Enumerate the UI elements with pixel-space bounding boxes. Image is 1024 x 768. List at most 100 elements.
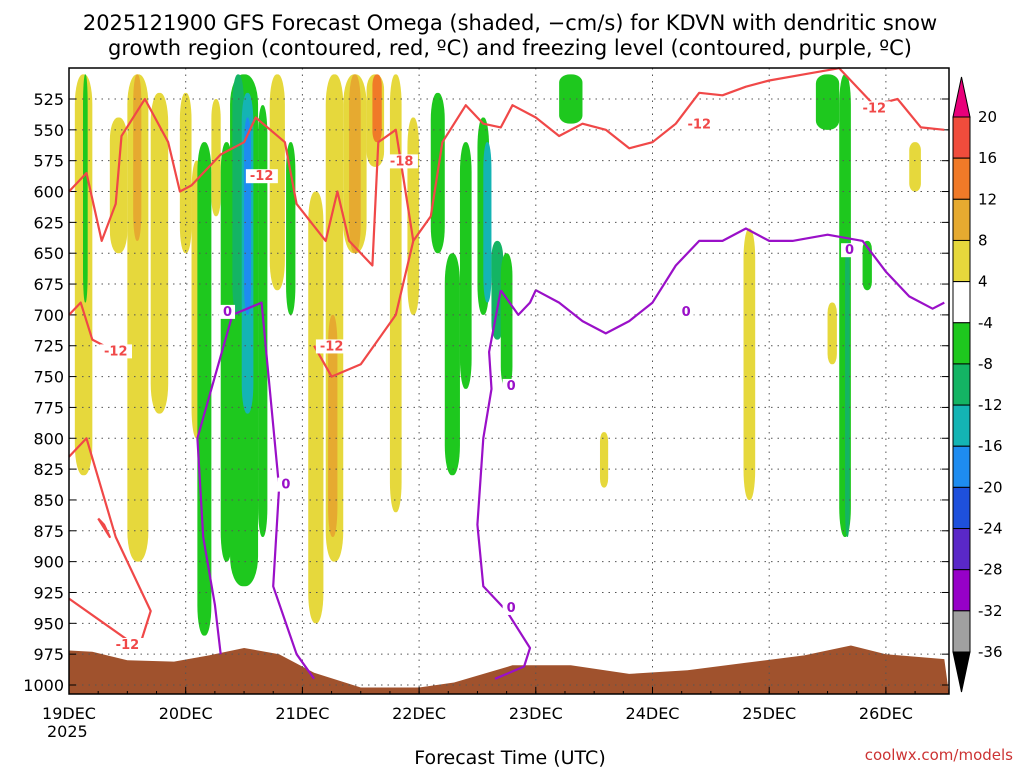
omega-shade-region: [815, 74, 840, 130]
colorbar-segment: [952, 486, 971, 530]
y-tick-label: 675: [33, 275, 64, 294]
colorbar-segment: [952, 198, 971, 241]
colorbar-label: -4: [978, 314, 993, 332]
y-tick-label: 1000: [23, 676, 64, 695]
x-tick-label: 21DEC: [275, 704, 329, 723]
omega-shade-region: [349, 74, 361, 254]
contour-label-bg: [315, 339, 348, 354]
colorbar-label: -12: [978, 396, 1003, 414]
y-tick-label: 600: [33, 183, 64, 202]
omega-shade-region: [220, 142, 233, 562]
y-tick-label: 725: [33, 337, 64, 356]
contour-label-bg: [502, 600, 519, 615]
dgz-contour: [68, 437, 152, 650]
freezing-contour: [499, 289, 537, 316]
y-tick-label: 775: [33, 398, 64, 417]
colorbar-segment: [952, 281, 971, 324]
omega-shade-region: [845, 240, 850, 537]
omega-shade-region: [389, 74, 402, 513]
dgz-contour: [313, 240, 415, 378]
contour-label-bg: [683, 117, 716, 132]
y-tick-label: 650: [33, 244, 64, 263]
freezing-label: 0: [682, 305, 691, 320]
colorbar-segment: [952, 322, 971, 365]
y-tick-label: 975: [33, 645, 64, 664]
omega-shade-region: [483, 142, 492, 303]
x-tick-label: 24DEC: [626, 704, 680, 723]
colorbar-bottom-arrow: [952, 651, 971, 693]
chart-title-line-1: 2025121900 GFS Forecast Omega (shaded, −…: [83, 11, 937, 35]
y-tick-label: 925: [33, 583, 64, 602]
y-tick-label: 900: [33, 553, 64, 572]
omega-shade-region: [444, 253, 460, 476]
freezing-contour: [196, 314, 234, 655]
x-tick-label: 20DEC: [159, 704, 213, 723]
contour-label-bg: [385, 154, 418, 169]
contour-label-bg: [111, 637, 144, 652]
chart-title-line-2: growth region (contoured, red, ºC) and f…: [108, 36, 912, 60]
colorbar-label: -32: [978, 602, 1003, 620]
terrain-fill: [69, 645, 949, 694]
colorbar-label: 12: [978, 190, 997, 208]
terrain-area: [69, 645, 949, 694]
contour-label-bg: [219, 304, 236, 319]
contour-label-bg: [858, 101, 891, 116]
y-axis-ticks: 525 550 575 600 625 650 675 700 725 750 775 800 825 8…: [23, 90, 64, 695]
colorbar-segment: [952, 610, 971, 653]
omega-shade-region: [211, 99, 221, 217]
colorbar-segment: [952, 239, 971, 283]
omega-shade-region: [827, 302, 837, 365]
credit-text: coolwx.com/models: [865, 746, 1013, 764]
x-tick-label: 23DEC: [509, 704, 563, 723]
omega-shade-region: [232, 74, 245, 315]
colorbar-segment: [952, 569, 971, 612]
freezing-label: 0: [507, 601, 516, 616]
omega-shade-region: [150, 92, 169, 414]
colorbar-label: 16: [978, 149, 997, 167]
contour-label-bg: [841, 243, 858, 258]
colorbar-label: -24: [978, 520, 1003, 538]
dgz-label: -12: [863, 101, 887, 116]
freezing-contour: [535, 227, 945, 335]
y-tick-label: 825: [33, 460, 64, 479]
colorbar-label: -20: [978, 478, 1003, 496]
colorbar-segment: [952, 116, 971, 159]
freezing-label: 0: [845, 243, 854, 258]
colorbar: 20 16 12 8 4 -4 -8 -12 -16 -20 -24 -28 -32 -36: [952, 76, 1003, 693]
grid-lines: [68, 68, 949, 694]
colorbar-segment: [952, 528, 971, 571]
omega-shade-region: [127, 74, 149, 562]
y-tick-label: 700: [33, 306, 64, 325]
freezing-label: 0: [507, 379, 516, 394]
colorbar-label: -36: [978, 643, 1003, 661]
y-tick-label: 875: [33, 522, 64, 541]
freezing-label: 0: [281, 478, 290, 493]
y-tick-label: 800: [33, 429, 64, 448]
omega-shade-region: [372, 74, 382, 143]
contours: [68, 67, 945, 680]
dgz-contour: [68, 67, 945, 267]
contour-label-bg: [100, 344, 133, 359]
contour-label-bg: [277, 477, 294, 492]
colorbar-label: 8: [978, 231, 988, 249]
x-axis-label: Forecast Time (UTC): [414, 747, 605, 768]
dgz-label: -12: [320, 339, 344, 354]
colorbar-segment: [952, 157, 971, 200]
y-tick-label: 625: [33, 213, 64, 232]
x-tick-label: 25DEC: [742, 704, 796, 723]
colorbar-segment: [952, 363, 971, 406]
colorbar-label: -28: [978, 561, 1003, 579]
plot-frame: [68, 67, 950, 695]
y-tick-label: 850: [33, 491, 64, 510]
omega-shade-region: [83, 74, 88, 303]
y-tick-label: 575: [33, 152, 64, 171]
y-tick-label: 750: [33, 368, 64, 387]
dgz-contour: [68, 301, 105, 347]
contour-label-bg: [245, 169, 278, 184]
colorbar-label: 4: [978, 273, 988, 291]
omega-shade-region: [109, 117, 128, 254]
y-tick-label: 525: [33, 90, 64, 109]
omega-shade-region: [909, 142, 921, 192]
dgz-contour: [97, 517, 111, 539]
freezing-contour: [476, 289, 532, 680]
